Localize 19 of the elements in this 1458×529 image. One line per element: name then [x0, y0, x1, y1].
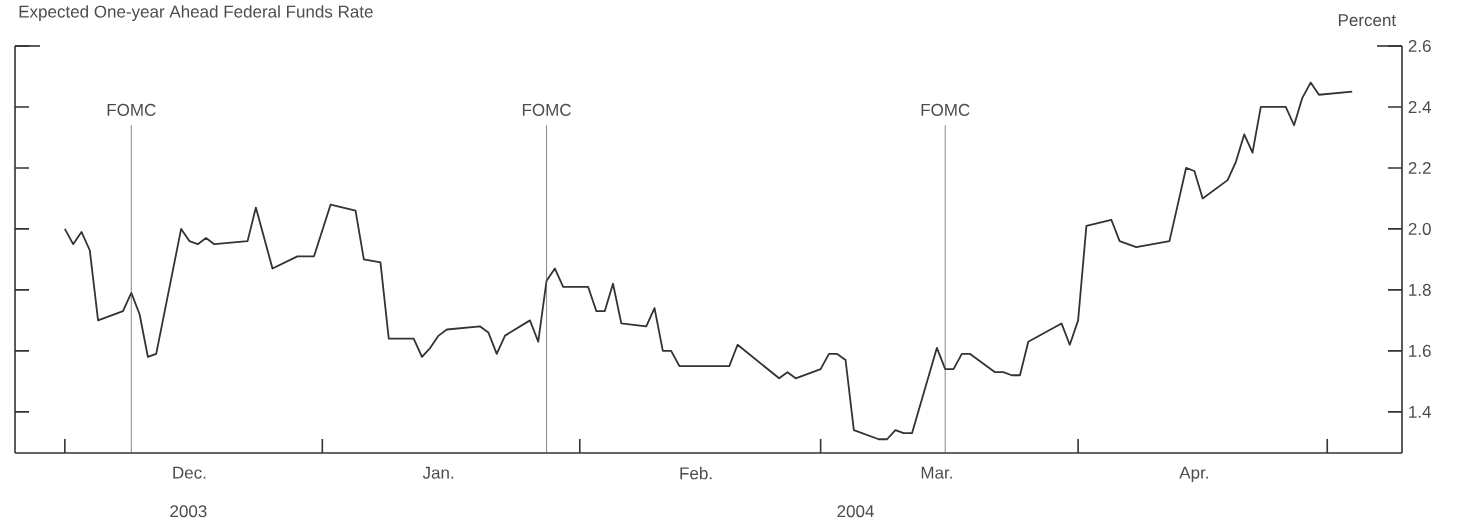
ref-line-label: FOMC	[107, 103, 156, 116]
ref-line-label: FOMC	[921, 103, 970, 116]
y-tick-label: 2.2	[1408, 161, 1431, 174]
x-tick-label: Jan.	[422, 466, 454, 479]
x-tick-label: Feb.	[680, 466, 712, 480]
ref-line-label: FOMC	[522, 103, 571, 116]
text: 2003	[170, 505, 207, 518]
y-tick-label: 1.6	[1409, 344, 1431, 357]
x-tick-label: Mar.	[921, 466, 952, 479]
y-tick-label: 2.4	[1408, 101, 1432, 113]
x-tick-label: Dec.	[173, 466, 206, 479]
y-tick-label: 2.6	[1408, 39, 1431, 53]
text: 2004	[837, 505, 874, 518]
chart-title: Expected One-year Ahead Federal Funds Rate	[19, 5, 373, 22]
y-tick-label: 2.0	[1408, 222, 1431, 235]
y-axis-title: Percent	[1338, 14, 1397, 27]
y-tick-label: 1.8	[1409, 283, 1431, 296]
y-tick-label: 1.4	[1409, 405, 1432, 418]
x-tick-label: Apr.	[1179, 466, 1208, 483]
